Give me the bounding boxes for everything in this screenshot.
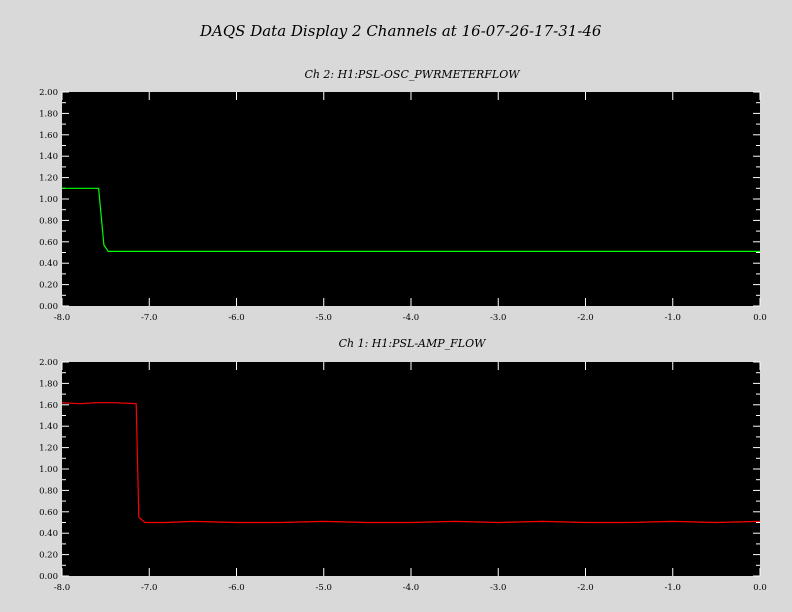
chart2-series-line	[61, 402, 761, 524]
chart1-xtick-label: -8.0	[54, 313, 70, 323]
chart1-xtick-label: -7.0	[141, 313, 157, 323]
chart2-ytick-label: 0.20	[39, 551, 58, 561]
chart1-ytick-label: 0.20	[39, 281, 58, 291]
chart2-ytick-label: 1.80	[39, 379, 58, 389]
chart2-ytick-label: 1.60	[39, 401, 58, 411]
chart1-xtick-label: -6.0	[228, 313, 244, 323]
chart1-ytick-label: 1.20	[39, 174, 58, 184]
chart2-ytick-label: 0.40	[39, 529, 58, 539]
chart2-ytick-label: 1.20	[39, 444, 58, 454]
chart1-xtick-label: -5.0	[316, 313, 332, 323]
chart1-xtick-label: -1.0	[665, 313, 681, 323]
chart1-ytick-label: 0.00	[39, 302, 58, 312]
chart1-ytick-label: 0.60	[39, 238, 58, 248]
chart2-xtick-label: -8.0	[54, 583, 70, 593]
page-title: DAQS Data Display 2 Channels at 16-07-26…	[200, 22, 602, 40]
chart1-plot-area	[62, 92, 760, 306]
chart2-title: Ch 1: H1:PSL-AMP_FLOW	[339, 337, 488, 350]
chart1-ytick-label: 1.80	[39, 109, 58, 119]
chart2-ytick-label: 1.00	[39, 465, 58, 475]
chart1-ytick-label: 0.80	[39, 216, 58, 226]
chart2-xtick-label: -5.0	[316, 583, 332, 593]
chart2-xtick-label: -2.0	[577, 583, 593, 593]
chart1-ytick-label: 1.60	[39, 131, 58, 141]
chart2-xtick-label: -7.0	[141, 583, 157, 593]
chart1-series-line	[62, 187, 760, 252]
chart1-xtick-label: -2.0	[577, 313, 593, 323]
chart2-xtick-label: 0.0	[753, 583, 767, 593]
chart2-xtick-label: -1.0	[665, 583, 681, 593]
chart1-ytick-label: 2.00	[39, 88, 58, 98]
chart1-ytick-label: 1.00	[39, 195, 58, 205]
chart1-xtick-label: -4.0	[403, 313, 419, 323]
chart2-ytick-label: 0.80	[39, 486, 58, 496]
chart2-xtick-label: -3.0	[490, 583, 506, 593]
chart1-ytick-label: 0.40	[39, 259, 58, 269]
chart2-plot-area	[62, 362, 760, 576]
chart1-ytick-label: 1.40	[39, 152, 58, 162]
chart2-ytick-label: 1.40	[39, 422, 58, 432]
chart1-title: Ch 2: H1:PSL-OSC_PWRMETERFLOW	[304, 68, 521, 81]
chart1-xtick-label: 0.0	[753, 313, 767, 323]
chart2-ytick-label: 0.00	[39, 572, 58, 582]
chart2-xtick-label: -6.0	[228, 583, 244, 593]
chart1-xtick-label: -3.0	[490, 313, 506, 323]
chart2-xtick-label: -4.0	[403, 583, 419, 593]
chart2-ytick-label: 2.00	[39, 358, 58, 368]
chart2-ytick-label: 0.60	[39, 508, 58, 518]
